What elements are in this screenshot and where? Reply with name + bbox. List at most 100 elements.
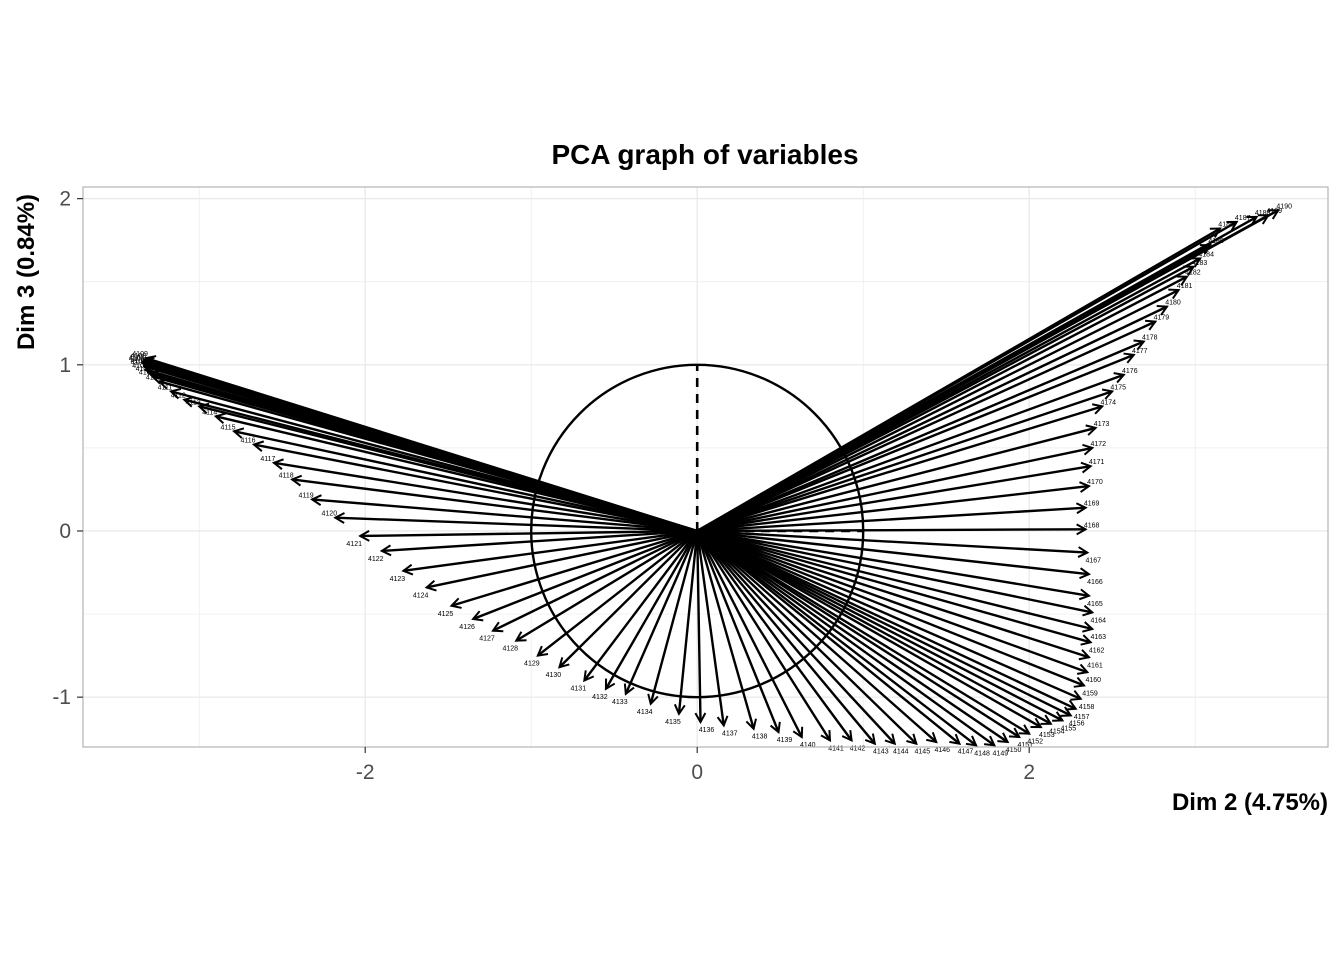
variable-arrow [473, 529, 698, 619]
variable-arrow [696, 428, 1095, 533]
variable-arrow [696, 529, 1070, 715]
variable-arrow [696, 529, 1051, 724]
variable-label: 4161 [1087, 662, 1103, 669]
x-axis-title: Dim 2 (4.75%) [1172, 789, 1328, 816]
variable-label: 4157 [1074, 714, 1090, 721]
variable-label: 4143 [873, 749, 889, 756]
variable-label: 4135 [665, 719, 681, 726]
variable-label: 4165 [1087, 601, 1103, 608]
variable-arrow [403, 529, 698, 571]
variable-label: 4176 [1122, 368, 1138, 375]
y-tick-label: -1 [52, 686, 71, 709]
variable-label: 4158 [1079, 704, 1095, 711]
variable-label: 4140 [800, 742, 816, 749]
variable-arrow [696, 529, 1041, 729]
variable-arrow [696, 529, 1019, 737]
variable-arrow [696, 530, 724, 725]
variable-arrow [584, 530, 699, 681]
variable-label: 4131 [571, 686, 587, 693]
variable-label: 4102 [136, 366, 152, 373]
variable-arrow [696, 529, 1080, 699]
variable-arrow [697, 529, 1087, 553]
variable-label: 4111 [158, 384, 173, 391]
variable-arrow [696, 530, 959, 744]
variable-arrow [452, 529, 698, 606]
variable-label: 4164 [1090, 617, 1106, 624]
variable-label: 4125 [438, 611, 454, 618]
variable-label: 4160 [1086, 677, 1102, 684]
variable-label: 4171 [1089, 459, 1105, 466]
variable-arrow [360, 529, 698, 536]
variable-label: 4134 [637, 709, 653, 716]
variable-label: 4162 [1089, 647, 1105, 654]
variable-arrow [697, 530, 700, 722]
variable-label: 4178 [1142, 335, 1158, 342]
variable-arrow [696, 529, 1087, 672]
variable-arrow [696, 530, 802, 737]
variable-label: 4127 [479, 636, 495, 643]
variable-label: 4153 [1039, 732, 1055, 739]
variable-arrow [696, 529, 1007, 742]
variable-arrows [143, 209, 1278, 745]
variable-arrow [626, 530, 699, 694]
variable-arrow [696, 530, 936, 742]
x-tick-label: 2 [1023, 761, 1035, 784]
y-axis-ticks: -1 0 1 2 [52, 188, 83, 709]
variable-arrow [274, 463, 698, 533]
variable-arrow [679, 530, 699, 714]
variable-label: 4112 [171, 393, 186, 400]
variable-arrow [696, 375, 1124, 533]
variable-arrow [696, 529, 1090, 642]
variable-label: 4119 [299, 492, 314, 499]
variable-arrow [335, 518, 698, 533]
variable-label: 4109 [132, 351, 148, 358]
variable-label: 4133 [612, 699, 628, 706]
variable-arrow [696, 530, 753, 729]
variable-label: 4190 [1276, 203, 1292, 210]
variable-label: 4188 [1255, 210, 1271, 217]
variable-label: 4123 [390, 576, 406, 583]
variable-arrow [697, 529, 1085, 531]
variable-arrow [696, 530, 895, 744]
variable-label: 4148 [974, 750, 990, 757]
variable-arrow [292, 479, 698, 533]
variable-arrow [696, 530, 976, 745]
y-tick-label: 1 [59, 354, 71, 377]
variable-arrow [696, 530, 830, 740]
variable-label: 4104 [131, 359, 147, 366]
variable-arrow [697, 529, 1089, 574]
variable-arrow [696, 448, 1092, 533]
variable-label: 4118 [279, 472, 294, 479]
variable-arrow [696, 530, 916, 744]
variable-arrow [697, 486, 1089, 533]
variable-label: 4166 [1087, 579, 1103, 586]
variable-label: 4144 [893, 749, 909, 756]
variable-arrow [696, 391, 1112, 533]
variable-label: 4121 [346, 541, 362, 548]
variable-label: 4154 [1049, 729, 1065, 736]
variable-arrow [696, 406, 1102, 533]
variable-label: 4129 [524, 661, 540, 668]
variable-label: 4101 [139, 369, 155, 376]
variable-label: 4149 [993, 750, 1009, 757]
variable-arrow [559, 530, 699, 667]
variable-label: 4180 [1165, 300, 1181, 307]
variable-label: 4141 [828, 745, 844, 752]
variable-label: 4182 [1185, 270, 1201, 277]
variable-label: 4139 [777, 737, 793, 744]
variable-label: 4156 [1069, 720, 1085, 727]
variable-label: 4130 [546, 672, 562, 679]
variable-label: 4169 [1084, 501, 1100, 508]
variable-label: 4106 [129, 356, 145, 363]
variable-label: 4186 [1218, 222, 1234, 229]
variable-label: 4116 [240, 438, 255, 445]
variable-label: 4185 [1208, 238, 1224, 245]
variable-label: 4137 [722, 730, 738, 737]
variable-arrow [697, 508, 1085, 533]
variable-arrow [312, 499, 698, 533]
variable-arrow [696, 529, 1062, 720]
panel-border [82, 186, 1329, 748]
variable-label: 4128 [502, 646, 518, 653]
variable-label: 4103 [132, 363, 148, 370]
